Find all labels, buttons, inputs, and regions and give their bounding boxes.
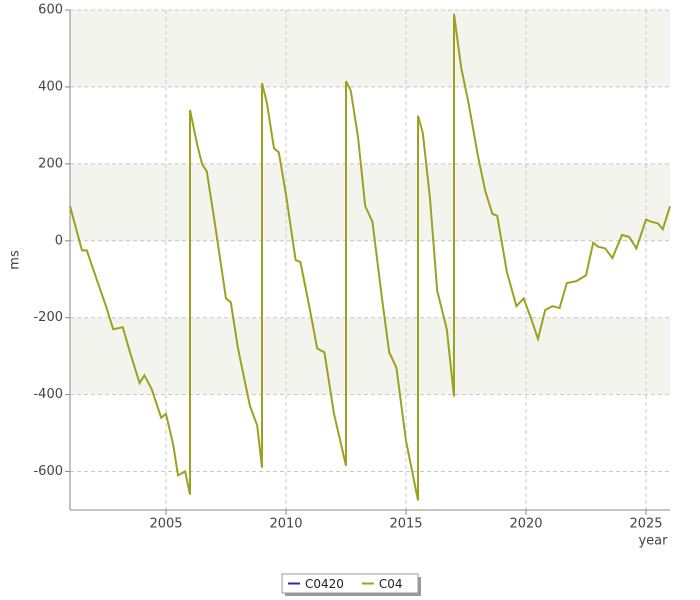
band xyxy=(70,10,670,87)
y-tick-label: -400 xyxy=(33,387,63,402)
legend-box xyxy=(281,573,419,594)
y-tick-label: 400 xyxy=(38,79,63,94)
legend-label[interactable]: C04 xyxy=(379,577,403,591)
x-tick-label: 2005 xyxy=(149,517,182,532)
band xyxy=(70,317,670,395)
data-line xyxy=(69,13,671,501)
y-tick-label: 600 xyxy=(38,3,63,18)
x-tick-label: 2010 xyxy=(269,517,302,532)
y-axis-label: ms xyxy=(8,250,23,270)
x-tick-label: 2020 xyxy=(509,517,542,532)
y-tick-label: -600 xyxy=(33,464,63,479)
x-tick-label: 2025 xyxy=(629,517,662,532)
legend: C0420 C04 xyxy=(281,573,421,596)
x-tick-label: 2015 xyxy=(389,517,422,532)
y-tick-label: 200 xyxy=(38,156,63,171)
band xyxy=(70,163,670,241)
y-tick-label: 0 xyxy=(55,233,63,248)
y-tick-label: -200 xyxy=(33,310,63,325)
legend-label[interactable]: C0420 xyxy=(305,577,344,591)
x-axis-label: year xyxy=(638,534,668,549)
